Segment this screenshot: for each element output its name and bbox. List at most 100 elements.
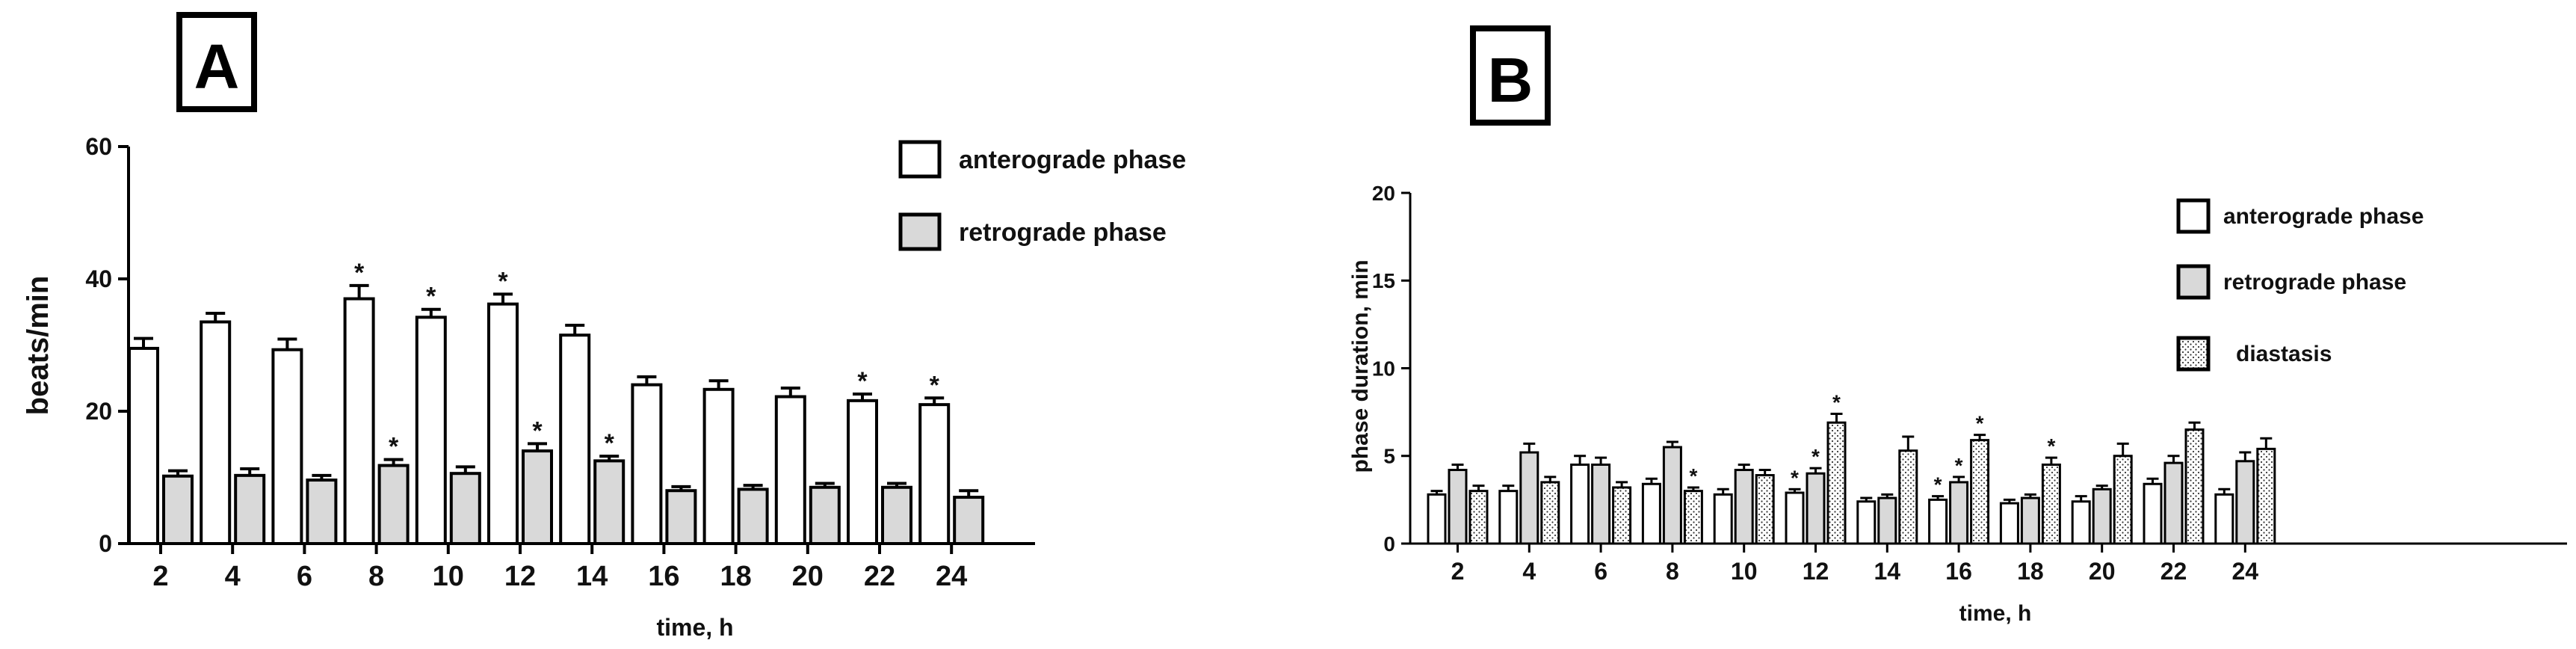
panel-a-x-axis-label: time, h xyxy=(656,614,733,641)
panel-b-x-tick-label: 14 xyxy=(1874,558,1901,585)
panel-a-bar-s0-22 xyxy=(847,399,878,546)
panel-b-label: B xyxy=(1488,45,1533,115)
panel-b-bar-s2-22 xyxy=(2184,428,2205,545)
panel-b-bar-s0-18 xyxy=(1999,502,2019,545)
panel-b-legend-label-anterograde: anterograde phase xyxy=(2223,204,2424,229)
panel-b-bar-s0-24 xyxy=(2214,493,2234,545)
panel-b-bar-s1-10 xyxy=(1734,469,1754,545)
panel-b-significance-marker: * xyxy=(1955,454,1963,477)
panel-b-bar-s2-14 xyxy=(1898,449,1918,545)
panel-b-bar-s1-4 xyxy=(1519,451,1539,545)
panel-b-legend-label-retrograde: retrograde phase xyxy=(2223,270,2406,295)
panel-a-x-tick-label: 18 xyxy=(720,561,751,592)
panel-a-x-tick-label: 2 xyxy=(152,561,168,592)
panel-a-bar-s1-4 xyxy=(234,473,266,545)
panel-b-bar-s1-12 xyxy=(1806,472,1826,545)
panel-a-x-tick-label: 16 xyxy=(648,561,679,592)
panel-a-y-tick-label: 60 xyxy=(85,133,112,160)
panel-a-legend: anterograde phase retrograde phase xyxy=(898,140,1186,251)
panel-b-x-tick-label: 2 xyxy=(1451,558,1465,585)
panel-b-legend-swatch-diastasis xyxy=(2176,336,2211,372)
panel-a-significance-marker: * xyxy=(857,367,868,396)
panel-b-bar-s2-24 xyxy=(2256,447,2276,545)
panel-b-bar-s1-18 xyxy=(2020,496,2040,545)
panel-b-x-tick-label: 12 xyxy=(1803,558,1829,585)
panel-b-bar-s2-4 xyxy=(1540,481,1560,545)
panel-b-bar-s2-10 xyxy=(1755,474,1775,545)
panel-b-bar-s1-14 xyxy=(1877,496,1897,545)
panel-b-bar-s2-20 xyxy=(2113,455,2133,545)
panel-b-legend-swatch-retrograde xyxy=(2176,264,2211,300)
panel-b-bar-s0-16 xyxy=(1928,498,1948,545)
panel-b-significance-marker: * xyxy=(1934,473,1942,496)
panel-a-significance-marker: * xyxy=(532,416,543,445)
panel-a-bar-s0-10 xyxy=(415,316,447,545)
panel-a-bar-s1-24 xyxy=(953,496,985,545)
panel-a-legend-label-anterograde: anterograde phase xyxy=(959,146,1186,174)
panel-a-bar-s0-6 xyxy=(271,348,303,545)
panel-a-significance-marker: * xyxy=(354,259,365,287)
panel-b-x-tick-label: 6 xyxy=(1594,558,1607,585)
panel-b-bar-s2-2 xyxy=(1468,490,1489,545)
panel-a-legend-swatch-retrograde xyxy=(898,212,942,251)
panel-a-y-tick-label: 20 xyxy=(85,398,112,425)
panel-a-bar-s1-6 xyxy=(306,479,338,545)
panel-b-bar-s2-8 xyxy=(1683,490,1703,545)
panel-b-bar-s1-8 xyxy=(1662,446,1682,545)
panel-b-bar-s1-6 xyxy=(1591,463,1611,545)
panel-b-x-tick-label: 8 xyxy=(1666,558,1679,585)
panel-a-x-tick-label: 22 xyxy=(864,561,895,592)
panel-a-significance-marker: * xyxy=(389,433,399,461)
panel-b-bar-s0-2 xyxy=(1427,493,1447,545)
panel-a-bar-s1-2 xyxy=(162,474,194,545)
panel-b-x-tick-label: 10 xyxy=(1731,558,1758,585)
panel-a-bar-s1-16 xyxy=(665,489,697,546)
panel-a-x-tick-label: 20 xyxy=(792,561,824,592)
panel-b-x-tick-label: 4 xyxy=(1522,558,1536,585)
panel-b-bar-s2-18 xyxy=(2041,463,2061,545)
panel-b-significance-marker: * xyxy=(1811,445,1820,468)
panel-a-bar-s1-18 xyxy=(737,487,769,545)
panel-a-legend-swatch-anterograde xyxy=(898,140,942,179)
panel-b-bar-s0-20 xyxy=(2071,500,2091,545)
panel-b-significance-marker: * xyxy=(1689,464,1697,487)
panel-a-bar-s0-2 xyxy=(128,346,159,545)
panel-b-bar-s0-10 xyxy=(1713,493,1733,545)
panel-b-bar-s1-16 xyxy=(1949,481,1969,545)
panel-a-bar-s0-20 xyxy=(774,395,806,546)
panel-b-bar-s1-2 xyxy=(1448,469,1468,545)
panel-a-bar-s0-4 xyxy=(200,320,232,545)
panel-b-x-tick-label: 20 xyxy=(2089,558,2116,585)
panel-a-bars: * * * * * * * * xyxy=(128,259,985,546)
panel-a-label: A xyxy=(194,31,240,102)
panel-a-bar-s0-24 xyxy=(918,403,951,546)
panel-b-bar-s0-6 xyxy=(1570,463,1590,545)
panel-b-bar-s0-12 xyxy=(1785,491,1805,545)
panel-a-significance-marker: * xyxy=(498,267,508,295)
panel-b-y-tick-label: 10 xyxy=(1372,357,1395,380)
panel-a-x-tick-label: 10 xyxy=(433,561,464,592)
panel-a-bar-s1-10 xyxy=(449,472,481,545)
panel-a-x-tick-label: 24 xyxy=(936,561,967,592)
panel-b-y-tick-label: 5 xyxy=(1383,445,1395,468)
panel-b-y-tick-label: 20 xyxy=(1372,182,1395,205)
panel-b-bar-s0-8 xyxy=(1641,482,1661,545)
panel-a-x-tick-label: 6 xyxy=(297,561,312,592)
panel-b-y-tick-label: 15 xyxy=(1372,269,1395,292)
panel-b-bars: * * * * * * * * xyxy=(1427,390,2276,545)
panel-b-bar-s0-22 xyxy=(2143,482,2163,545)
panel-b-x-tick-label: 18 xyxy=(2017,558,2044,585)
panel-a-label-box xyxy=(176,12,257,112)
panel-a-bar-s0-18 xyxy=(702,387,735,545)
panel-b-legend: anterograde phase retrograde phase diast… xyxy=(2176,198,2424,372)
panel-a-y-axis-label: beats/min xyxy=(22,276,55,416)
panel-a-bar-s1-20 xyxy=(809,485,841,546)
panel-b-significance-marker: * xyxy=(1791,466,1799,489)
panel-b-y-tick-label: 0 xyxy=(1383,532,1395,556)
panel-b-legend-swatch-anterograde xyxy=(2176,198,2211,234)
panel-b-significance-marker: * xyxy=(2047,434,2055,458)
panel-a-bar-s1-12 xyxy=(522,449,553,545)
